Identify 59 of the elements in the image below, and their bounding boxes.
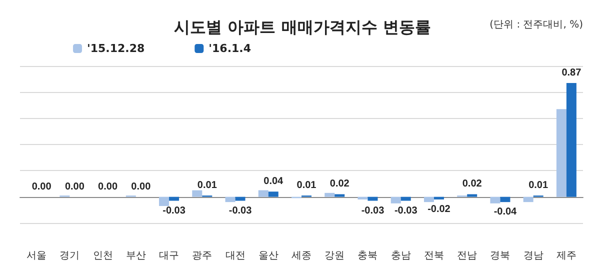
data-label: 0.02 [462,178,482,190]
legend-label: '16.1.4 [208,42,252,55]
bar [368,196,378,201]
bar [400,196,411,201]
data-label: -0.03 [228,205,252,216]
data-label: -0.03 [361,205,385,216]
x-tick-label: 충남 [390,250,411,262]
bar [500,196,510,202]
x-tick-label: 광주 [192,250,212,262]
x-tick-label: 충북 [358,250,378,262]
bar [556,109,566,197]
x-tick-label: 세종 [292,250,312,262]
x-tick-label: 제주 [556,250,576,262]
x-tick-label: 강원 [324,250,345,262]
x-tick-label: 경북 [490,250,510,262]
bar [566,83,576,197]
data-label: -0.03 [394,205,418,216]
x-tick-label: 인천 [92,250,113,262]
bar [324,192,335,197]
chart-title: 시도별 아파트 매매가격지수 변동률 [174,18,431,36]
data-label: -0.04 [494,206,518,218]
data-label: 0.02 [330,178,350,190]
data-label: 0.00 [32,181,52,192]
x-tick-label: 경기 [60,250,80,262]
bar [225,196,236,202]
data-label: 0.00 [98,181,118,192]
data-label: 0.01 [528,180,548,192]
bar [159,196,170,206]
x-tick-label: 대전 [225,250,246,262]
x-tick-label: 전북 [424,250,444,262]
bar [268,192,278,197]
x-tick-label: 전남 [457,250,478,262]
data-label: 0.04 [264,176,284,188]
text: (단위 : 전주대비, %) [490,20,584,30]
data-label: -0.02 [428,204,451,215]
bar [390,196,401,204]
data-label: 0.00 [64,181,85,192]
legend-label: '15.12.28 [87,42,145,55]
data-label: 0.01 [296,180,317,192]
bar [192,190,202,197]
bar [523,196,534,202]
bar [334,194,345,197]
data-label: 0.87 [562,68,582,79]
x-tick-label: 서울 [26,250,47,262]
bar [434,196,444,200]
x-tick-label: 울산 [258,250,278,262]
bar [358,196,368,200]
bar [467,194,478,197]
x-tick-label: 대구 [159,250,180,262]
bar [424,196,434,202]
bar [235,196,246,201]
bar [490,196,500,204]
data-label: -0.03 [162,205,186,216]
data-label: 0.00 [131,181,152,192]
data-label: 0.01 [197,180,218,192]
x-tick-label: 경남 [523,250,544,262]
bar [258,190,268,197]
bar [169,196,180,201]
x-tick-label: 부산 [126,250,146,262]
